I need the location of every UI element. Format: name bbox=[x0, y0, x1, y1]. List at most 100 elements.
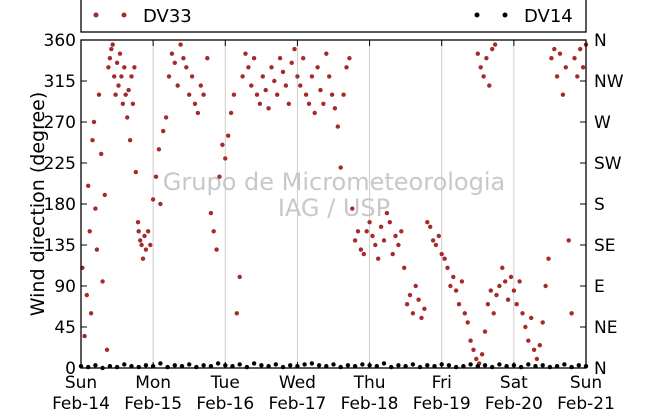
point-dv33-140 bbox=[428, 224, 433, 229]
point-dv33-118 bbox=[364, 229, 369, 234]
point-dv33-90 bbox=[283, 83, 289, 88]
point-dv33-95 bbox=[298, 83, 303, 88]
point-dv14-69 bbox=[576, 363, 581, 368]
point-dv33-13 bbox=[102, 192, 108, 198]
y2-tick-label-3: SE bbox=[594, 236, 616, 256]
point-dv33-30 bbox=[127, 138, 133, 143]
point-dv33-135 bbox=[413, 283, 418, 289]
point-dv33-130 bbox=[399, 229, 404, 234]
point-dv14-6 bbox=[122, 362, 127, 367]
point-dv33-2 bbox=[84, 292, 90, 298]
point-dv33-160 bbox=[485, 302, 491, 307]
point-dv33-60 bbox=[195, 110, 201, 116]
point-dv33-31 bbox=[129, 74, 134, 79]
point-dv33-164 bbox=[497, 283, 502, 289]
point-dv33-37 bbox=[138, 238, 143, 243]
point-dv33-172 bbox=[520, 311, 525, 316]
point-dv33-89 bbox=[280, 69, 286, 75]
point-dv14-44 bbox=[396, 363, 401, 368]
x-tick-day-7: Sun bbox=[570, 373, 602, 393]
point-dv33-104 bbox=[324, 51, 329, 56]
watermark-line-2: IAG / USP bbox=[278, 194, 390, 222]
point-dv33-22 bbox=[116, 83, 121, 88]
x-tick-date-0: Feb-14 bbox=[52, 394, 110, 409]
point-dv33-201 bbox=[492, 42, 498, 47]
point-dv33-45 bbox=[153, 174, 159, 179]
point-dv33-25 bbox=[120, 101, 126, 107]
point-dv33-120 bbox=[370, 233, 375, 239]
x-tick-day-2: Tue bbox=[210, 373, 240, 393]
legend-label-dv33: DV33 bbox=[143, 6, 192, 27]
point-dv14-59 bbox=[504, 364, 509, 369]
point-dv33-103 bbox=[321, 101, 326, 107]
point-dv33-137 bbox=[419, 315, 424, 321]
point-dv33-4 bbox=[87, 229, 92, 234]
point-dv33-174 bbox=[526, 338, 531, 343]
point-dv14-38 bbox=[352, 364, 358, 369]
point-dv33-73 bbox=[234, 311, 239, 316]
point-dv33-112 bbox=[347, 56, 352, 61]
point-dv33-47 bbox=[158, 201, 163, 207]
point-dv33-158 bbox=[479, 352, 485, 357]
x-tick-day-1: Mon bbox=[135, 373, 171, 393]
point-dv33-147 bbox=[448, 283, 453, 289]
point-dv33-53 bbox=[175, 83, 180, 88]
x-tick-date-2: Feb-16 bbox=[196, 394, 254, 409]
point-dv33-71 bbox=[228, 110, 234, 116]
y-tick-label-6: 270 bbox=[44, 113, 76, 133]
point-dv33-191 bbox=[575, 74, 580, 79]
point-dv33-121 bbox=[373, 242, 378, 248]
point-dv33-149 bbox=[453, 288, 459, 293]
point-dv33-119 bbox=[367, 220, 372, 225]
point-dv14-62 bbox=[526, 362, 531, 367]
point-dv33-145 bbox=[442, 256, 447, 261]
point-dv14-48 bbox=[425, 363, 430, 368]
point-dv33-57 bbox=[187, 92, 192, 97]
point-dv33-38 bbox=[139, 242, 144, 248]
point-dv14-55 bbox=[475, 364, 480, 369]
point-dv14-4 bbox=[107, 364, 113, 369]
point-dv33-165 bbox=[500, 265, 505, 270]
x-tick-day-6: Sat bbox=[500, 373, 528, 393]
point-dv14-7 bbox=[129, 364, 134, 369]
point-dv33-23 bbox=[117, 51, 123, 56]
point-dv33-18 bbox=[110, 42, 115, 47]
point-dv33-39 bbox=[140, 256, 146, 261]
point-dv33-197 bbox=[481, 74, 486, 79]
point-dv33-91 bbox=[286, 101, 291, 107]
y2-tick-label-0: N bbox=[594, 359, 607, 379]
point-dv33-76 bbox=[243, 51, 248, 56]
point-dv33-109 bbox=[338, 165, 343, 170]
point-dv33-42 bbox=[145, 229, 151, 234]
point-dv33-77 bbox=[246, 65, 251, 70]
y-tick-label-5: 225 bbox=[44, 154, 76, 174]
series-dv14 bbox=[78, 361, 589, 371]
point-dv33-66 bbox=[214, 247, 219, 252]
point-dv33-16 bbox=[107, 56, 113, 61]
point-dv14-27 bbox=[273, 362, 278, 367]
y-tick-label-7: 315 bbox=[44, 72, 76, 92]
point-dv14-35 bbox=[331, 362, 336, 367]
point-dv33-81 bbox=[257, 101, 263, 107]
point-dv33-80 bbox=[254, 92, 260, 97]
point-dv33-46 bbox=[156, 147, 162, 152]
point-dv33-44 bbox=[150, 197, 156, 202]
point-dv33-85 bbox=[269, 65, 274, 70]
point-dv33-72 bbox=[231, 92, 237, 97]
point-dv33-168 bbox=[508, 274, 514, 280]
point-dv33-92 bbox=[289, 60, 294, 65]
point-dv33-51 bbox=[169, 51, 175, 56]
point-dv14-18 bbox=[208, 364, 214, 369]
point-dv14-9 bbox=[143, 363, 149, 368]
point-dv14-56 bbox=[482, 363, 488, 368]
point-dv33-33 bbox=[132, 65, 137, 70]
x-tick-date-3: Feb-17 bbox=[268, 394, 326, 409]
point-dv33-163 bbox=[494, 292, 499, 298]
point-dv33-20 bbox=[113, 92, 118, 97]
point-dv33-21 bbox=[114, 60, 120, 65]
point-dv33-5 bbox=[88, 311, 94, 316]
point-dv14-64 bbox=[540, 363, 545, 368]
point-dv33-132 bbox=[404, 302, 410, 307]
point-dv33-152 bbox=[462, 311, 467, 316]
point-dv33-56 bbox=[184, 65, 189, 70]
